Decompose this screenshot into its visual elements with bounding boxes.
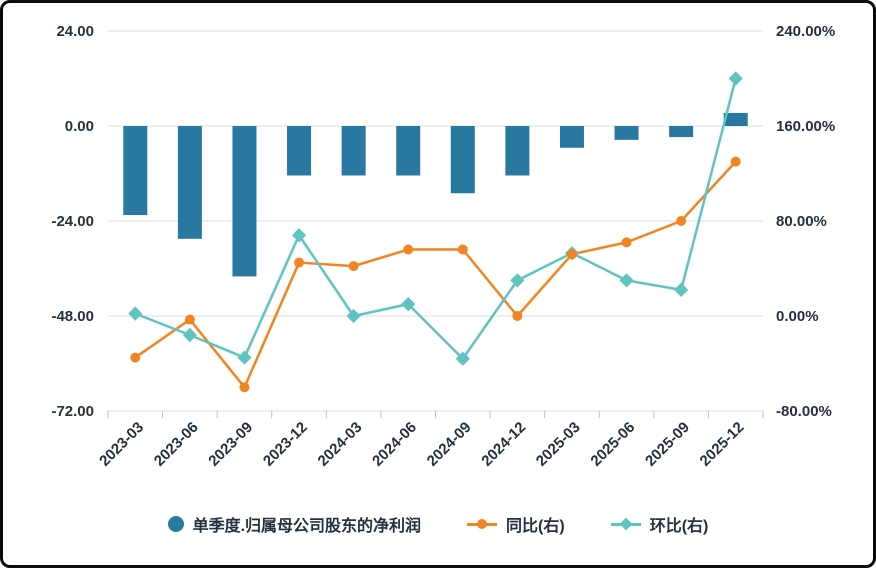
x-axis-label: 2024-09 — [424, 419, 475, 470]
x-axis-label: 2025-09 — [642, 419, 693, 470]
left-axis-tick-label: 0.00 — [65, 118, 94, 135]
bar-net-profit — [450, 126, 475, 194]
bar-net-profit — [669, 126, 694, 138]
right-axis-tick-label: -80.00% — [776, 403, 832, 420]
bar-net-profit — [559, 126, 584, 148]
bar-net-profit — [505, 126, 530, 176]
bar-net-profit — [614, 126, 639, 140]
marker-yoy-dot — [566, 249, 577, 260]
marker-yoy-dot — [457, 244, 468, 255]
marker-yoy-dot — [239, 382, 250, 393]
legend-marker-yoy-icon — [467, 519, 498, 529]
marker-yoy-dot — [348, 261, 359, 272]
right-axis-tick-label: 240.00% — [776, 23, 835, 40]
x-axis-label: 2025-06 — [587, 419, 638, 470]
legend-label-net-profit: 单季度.归属母公司股东的净利润 — [192, 518, 422, 535]
marker-yoy-dot — [621, 237, 632, 248]
marker-yoy-dot — [130, 352, 141, 363]
marker-qoq-diamond — [237, 350, 252, 365]
x-axis-label: 2025-03 — [533, 419, 584, 470]
legend-item-net-profit[interactable]: 单季度.归属母公司股东的净利润 — [167, 512, 422, 536]
bar-net-profit — [287, 126, 312, 176]
bar-net-profit — [396, 126, 421, 176]
marker-yoy-dot — [184, 314, 195, 325]
bar-net-profit — [723, 112, 748, 126]
marker-yoy-dot — [676, 216, 687, 226]
chart-legend: 单季度.归属母公司股东的净利润 同比(右) 环比(右) — [3, 493, 873, 565]
left-axis-tick-label: 24.00 — [56, 23, 94, 40]
marker-yoy-dot — [512, 311, 523, 321]
right-axis-tick-label: 80.00% — [776, 213, 827, 230]
bar-net-profit — [123, 126, 148, 216]
marker-qoq-diamond — [674, 282, 689, 297]
x-axis-label: 2025-12 — [697, 419, 748, 470]
left-axis-tick-label: -24.00 — [51, 213, 94, 230]
legend-item-qoq[interactable]: 环比(右) — [610, 512, 709, 536]
x-axis-label: 2023-12 — [260, 419, 311, 470]
right-axis-tick-label: 160.00% — [776, 118, 835, 135]
x-axis-label: 2023-06 — [151, 419, 202, 470]
marker-yoy-dot — [403, 244, 414, 255]
marker-yoy-dot — [294, 257, 305, 268]
legend-item-yoy[interactable]: 同比(右) — [467, 512, 565, 536]
bar-net-profit — [177, 126, 202, 239]
marker-qoq-diamond — [510, 273, 525, 288]
line-qoq — [134, 77, 737, 360]
bar-net-profit — [232, 126, 257, 277]
legend-marker-qoq-icon — [610, 517, 641, 531]
legend-marker-bar-icon — [167, 516, 184, 532]
marker-qoq-diamond — [182, 327, 197, 343]
combo-chart-canvas: 24.00 0.00 -24.00 -48.00 -72.00 240.00% 160.00… — [51, 23, 835, 470]
bar-net-profit — [341, 126, 366, 176]
legend-label-yoy: 同比(右) — [506, 518, 565, 535]
x-axis-label: 2024-12 — [478, 419, 529, 470]
legend-label-qoq: 环比(右) — [649, 518, 709, 535]
x-axis-label: 2023-09 — [205, 419, 256, 470]
marker-qoq-diamond — [401, 297, 416, 312]
x-axis-label: 2024-06 — [369, 419, 420, 470]
marker-qoq-diamond — [128, 306, 143, 321]
x-axis-label: 2023-03 — [96, 419, 147, 470]
marker-qoq-diamond — [346, 308, 361, 324]
right-axis-tick-label: 0.00% — [776, 308, 819, 325]
left-axis-tick-label: -72.00 — [51, 403, 94, 420]
marker-yoy-dot — [730, 156, 741, 167]
left-axis-tick-label: -48.00 — [51, 308, 94, 325]
x-axis-label: 2024-03 — [314, 419, 365, 470]
marker-qoq-diamond — [619, 273, 634, 288]
marker-qoq-diamond — [455, 351, 470, 366]
marker-qoq-diamond — [291, 228, 307, 243]
line-yoy — [134, 160, 737, 389]
marker-qoq-diamond — [728, 71, 743, 86]
